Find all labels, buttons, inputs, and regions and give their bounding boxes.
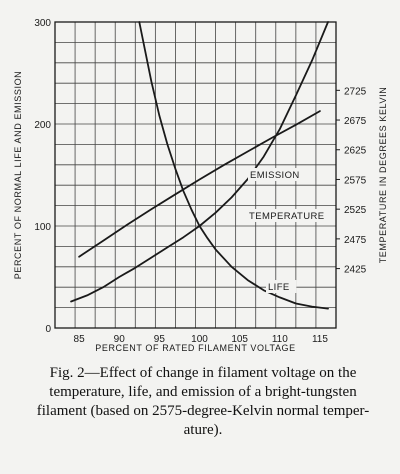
emission-curve [70,21,329,303]
caption-line-1: Fig. 2—Effect of change in filament volt… [49,365,357,381]
y2-tick-label: 2475 [344,235,367,246]
y2-tick-label: 2425 [344,265,367,276]
plot-frame [54,21,337,329]
y2-tick-label: 2625 [344,146,367,157]
y-tick-label: 0 [45,324,51,335]
chart: 0 100 200 300 85 90 95 100 105 110 115 2425 2475 2525… [13,18,388,353]
x-tick-label: 95 [154,334,166,345]
x-tick-label: 90 [114,334,126,345]
x-axis-label: PERCENT OF RATED FILAMENT VOLTAGE [95,343,296,353]
x-tick-label: 115 [312,334,328,345]
caption-line-3: filament (based on 2575-degree-Kelvin no… [36,403,370,419]
y2-tick-label: 2675 [344,116,367,127]
y2-tick-label: 2725 [344,86,367,97]
y2-tick-label: 2575 [344,175,367,186]
y-tick-label: 300 [34,18,51,29]
y-tick-label: 200 [34,120,51,131]
life-curve [138,21,329,310]
figure-caption: Fig. 2—Effect of change in filament volt… [22,364,384,440]
emission-label: EMISSION [250,170,300,181]
life-label: LIFE [268,282,290,293]
temperature-curve [78,110,321,258]
temperature-label: TEMPERATURE [249,211,324,222]
y2-tick-label: 2525 [344,205,367,216]
x-tick-label: 105 [231,334,248,345]
x-tick-label: 100 [191,334,208,345]
y-axis-label: PERCENT OF NORMAL LIFE AND EMISSION [13,71,23,280]
x-tick-label: 85 [74,334,86,345]
temperature-label-bg [247,209,324,222]
emission-label-bg [248,168,305,181]
caption-line-2: temperature, life, and emission of a bri… [49,384,357,400]
x-tick-label: 110 [272,334,288,345]
caption-line-4: ature). [183,422,223,438]
y-tick-label: 100 [34,222,51,233]
y2-axis-label: TEMPERATURE IN DEGREES KELVIN [378,87,388,264]
life-label-bg [266,280,297,293]
